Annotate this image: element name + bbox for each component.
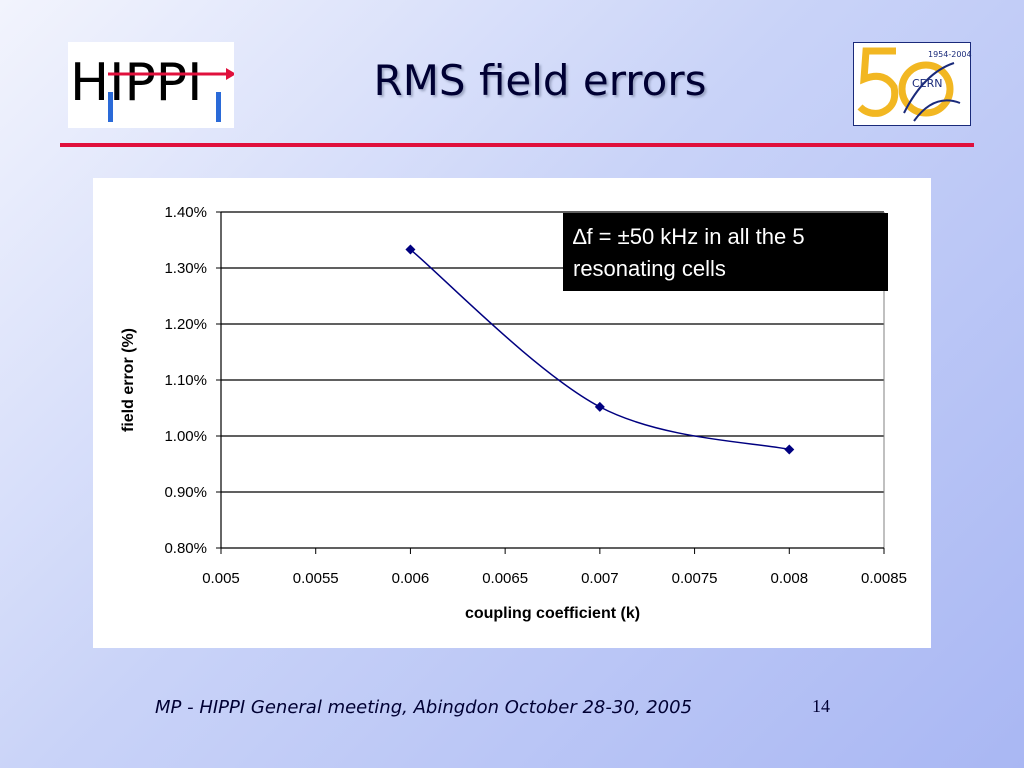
- y-tick-label: 1.20%: [164, 316, 207, 333]
- slide-title: RMS field errors: [373, 56, 707, 105]
- x-tick-label: 0.0085: [861, 570, 907, 587]
- x-tick-label: 0.008: [771, 570, 809, 587]
- cern-logo-graphic: 1954-2004 CERN: [857, 47, 972, 122]
- title-divider: [60, 143, 974, 147]
- x-tick-label: 0.0065: [482, 570, 528, 587]
- x-tick-label: 0.007: [581, 570, 619, 587]
- data-point: [784, 444, 795, 455]
- x-tick-label: 0.0075: [672, 570, 718, 587]
- cern-five-icon: [857, 47, 899, 117]
- chart-annotation: ∆f = ±50 kHz in all the 5 resonating cel…: [563, 213, 888, 291]
- hippi-bar-2: [216, 92, 221, 122]
- hippi-bar-1: [108, 92, 113, 122]
- y-axis-label: field error (%): [120, 328, 137, 432]
- x-tick-label: 0.0055: [293, 570, 339, 587]
- page-number: 14: [812, 696, 830, 716]
- y-tick-label: 1.10%: [164, 372, 207, 389]
- line-chart: 0.80% 0.90% 1.00% 1.10% 1.20% 1.30% 1.40% 0.005…: [120, 204, 907, 622]
- hippi-logo: HIPPI: [68, 42, 234, 128]
- hippi-logo-graphic: HIPPI: [70, 53, 234, 122]
- chart-panel: 0.80% 0.90% 1.00% 1.10% 1.20% 1.30% 1.40% 0.005…: [93, 178, 931, 648]
- x-axis-label: coupling coefficient (k): [465, 605, 640, 622]
- x-tick-label: 0.005: [202, 570, 240, 587]
- cern-years: 1954-2004: [928, 50, 972, 59]
- hippi-arrow-head-icon: [226, 68, 234, 80]
- data-point: [594, 401, 605, 412]
- cern-swirl-icon: [903, 62, 961, 122]
- annotation-line-2: resonating cells: [573, 256, 726, 281]
- cern-zero-icon: [898, 61, 954, 117]
- slide-footer: MP - HIPPI General meeting, Abingdon Oct…: [155, 697, 693, 718]
- annotation-line-1: ∆f = ±50 kHz in all the 5: [573, 224, 805, 249]
- y-tick-label: 1.40%: [164, 204, 207, 221]
- hippi-logo-text: HIPPI: [70, 53, 203, 113]
- x-tick-label: 0.006: [392, 570, 430, 587]
- y-tick-label: 0.80%: [164, 540, 207, 557]
- data-point: [405, 244, 416, 255]
- y-tick-label: 0.90%: [164, 484, 207, 501]
- cern-50-logo: 1954-2004 CERN: [853, 42, 972, 126]
- y-tick-label: 1.30%: [164, 260, 207, 277]
- y-tick-label: 1.00%: [164, 428, 207, 445]
